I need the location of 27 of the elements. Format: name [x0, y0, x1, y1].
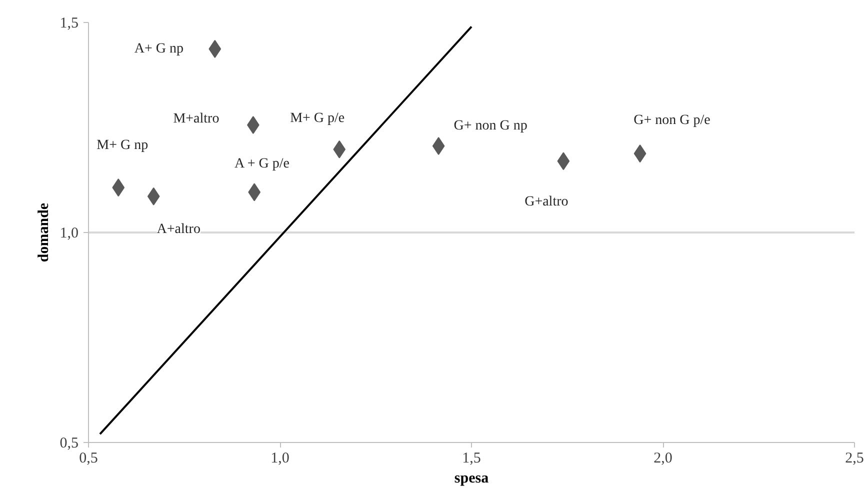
x-axis-title: spesa [454, 470, 490, 486]
y-tick-label: 0,5 [60, 436, 78, 452]
point [557, 152, 570, 170]
annotation: G+ non G np [454, 118, 528, 134]
y-tick-label: 1,0 [60, 226, 78, 242]
y-tick-label: 1,5 [60, 16, 78, 32]
point [147, 187, 160, 206]
annotation: A+altro [156, 222, 200, 237]
annotation: G+altro [524, 194, 568, 210]
y-axis-title: domande [36, 202, 52, 262]
point [208, 40, 222, 58]
x-tick-label: 2,5 [845, 450, 864, 466]
x-tick-label: 0,5 [79, 450, 98, 466]
x-tick-label: 1,0 [270, 450, 290, 466]
annotation: M+ G np [96, 138, 148, 154]
annotation: G+ non G p/e [634, 113, 710, 128]
annotation: M+altro [173, 111, 220, 126]
point [432, 136, 445, 155]
annotation: M+ G p/e [290, 110, 345, 126]
point [333, 140, 346, 158]
x-tick-label: 2,0 [654, 450, 672, 466]
point [248, 183, 261, 202]
point [634, 144, 646, 163]
x-tick-label: 1,5 [462, 450, 481, 466]
annotation: A+ G np [134, 41, 184, 56]
annotation: A + G p/e [234, 156, 290, 172]
point [112, 178, 125, 197]
